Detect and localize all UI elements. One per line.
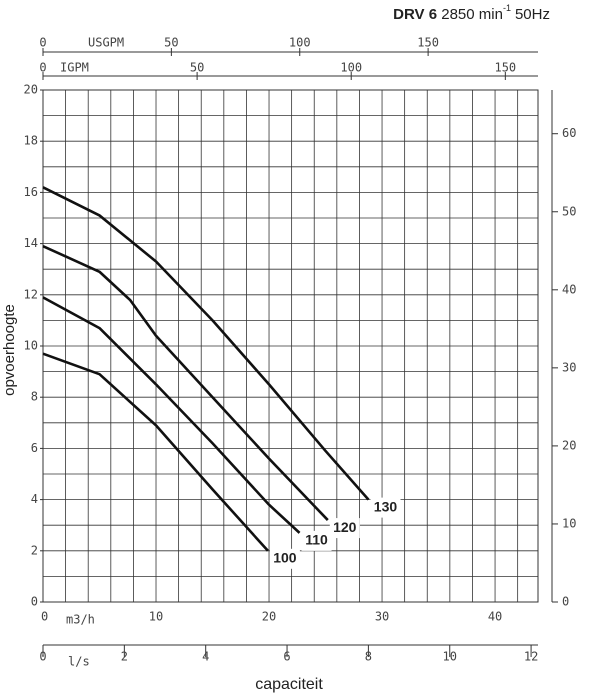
top-tick-label: 150 [417, 36, 439, 50]
bottom-tick-label: 12 [524, 650, 538, 664]
curve-label: 110 [305, 532, 328, 548]
top-axis-label: USGPM [88, 36, 124, 50]
title-speed: 2850 min [441, 6, 503, 23]
y-tick-label: 10 [24, 339, 38, 353]
title-model: DRV 6 [393, 6, 437, 23]
top-tick-label: 150 [494, 61, 516, 75]
y-title: opvoerhoogte [1, 304, 18, 396]
x-tick-label: 30 [375, 610, 389, 624]
title-exponent: -1 [503, 3, 511, 13]
pump-curve [42, 296, 301, 534]
bottom-tick-label: 2 [121, 650, 128, 664]
curve-label-bg [301, 530, 332, 551]
bottom-tick-label: 10 [443, 650, 457, 664]
x-unit-label: m3/h [66, 613, 95, 627]
top-tick-label: 100 [289, 36, 311, 50]
y2-tick-label: 0 [562, 595, 569, 609]
y2-tick-label: 50 [562, 204, 576, 218]
curve-label: 100 [273, 550, 297, 566]
bottom-tick-label: 4 [202, 650, 209, 664]
y2-tick-label: 10 [562, 516, 576, 530]
bottom-tick-label: 8 [365, 650, 372, 664]
chart-title: DRV 6 2850 min-1 50Hz [393, 3, 550, 23]
curve-label: 120 [333, 519, 357, 535]
curve-label: 130 [374, 498, 398, 514]
y2-tick-label: 30 [562, 360, 576, 374]
x-tick-label: 10 [149, 610, 163, 624]
title-frequency: 50Hz [515, 6, 550, 23]
x-tick-label: 20 [262, 610, 276, 624]
curve-label-bg [329, 518, 360, 539]
x-title: capaciteit [255, 676, 323, 693]
pump-curve [42, 244, 329, 521]
y-tick-label: 16 [24, 185, 38, 199]
pump-curve [42, 186, 370, 501]
top-tick-label: 50 [164, 36, 178, 50]
y-tick-label: 14 [24, 236, 38, 250]
top-axis-label: IGPM [60, 61, 89, 75]
x-tick-label: 0 [41, 610, 48, 624]
top-tick-label: 0 [39, 61, 46, 75]
y-tick-label: 0 [31, 595, 38, 609]
bottom-tick-label: 6 [283, 650, 290, 664]
top-tick-label: 100 [340, 61, 362, 75]
bottom-tick-label: 0 [39, 650, 46, 664]
curve-label-bg [269, 548, 300, 569]
y-tick-label: 6 [31, 441, 38, 455]
x-tick-label: 40 [488, 610, 502, 624]
curve-label-bg [370, 497, 401, 518]
top-tick-label: 0 [39, 36, 46, 50]
y-tick-label: 8 [31, 390, 38, 404]
y-tick-label: 4 [31, 492, 38, 506]
y-tick-label: 2 [31, 543, 38, 557]
y-tick-label: 12 [24, 287, 38, 301]
y-tick-label: 18 [24, 134, 38, 148]
pump-curve [42, 352, 269, 552]
y2-tick-label: 60 [562, 126, 576, 140]
y2-tick-label: 40 [562, 282, 576, 296]
y2-tick-label: 20 [562, 438, 576, 452]
top-tick-label: 50 [190, 61, 204, 75]
bottom-axis-label: l/s [68, 655, 90, 669]
y-tick-label: 20 [24, 83, 38, 97]
